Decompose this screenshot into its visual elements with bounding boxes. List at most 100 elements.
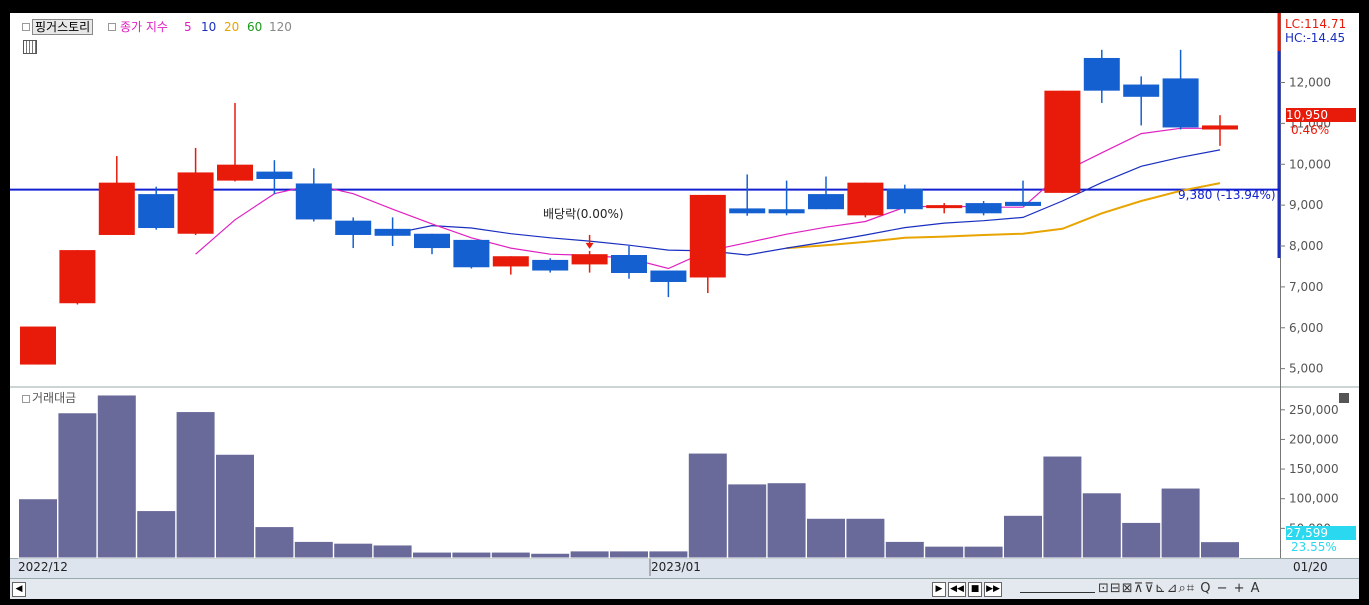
candle-body bbox=[808, 194, 844, 210]
candle-body bbox=[335, 220, 372, 235]
ma-prefix: 종가 지수 bbox=[120, 20, 168, 34]
legend-marker bbox=[22, 395, 30, 403]
volume-bar bbox=[845, 517, 886, 559]
volume-bar bbox=[766, 482, 807, 559]
volume-bar bbox=[175, 411, 216, 559]
volume-bar bbox=[333, 542, 374, 559]
volume-tick-label: 200,000 bbox=[1289, 432, 1339, 446]
volume-bar bbox=[96, 394, 137, 559]
volume-bar bbox=[806, 517, 846, 559]
rewind-button[interactable]: ◀◀ bbox=[948, 582, 966, 597]
candle-body bbox=[965, 203, 1002, 214]
candle-body bbox=[847, 182, 884, 216]
ma-legend-5: 5 bbox=[184, 20, 192, 34]
volume-bar bbox=[451, 551, 492, 559]
candle-body bbox=[650, 270, 687, 282]
candle-body bbox=[20, 326, 56, 365]
ma-legend-120: 120 bbox=[269, 20, 292, 34]
volume-bar bbox=[1160, 487, 1201, 559]
legend-marker bbox=[108, 23, 116, 31]
candle-body bbox=[374, 228, 411, 236]
candle-body bbox=[611, 255, 647, 273]
zoom-slider[interactable] bbox=[1020, 584, 1095, 593]
candle-body bbox=[571, 254, 608, 265]
volume-bar bbox=[1121, 521, 1162, 559]
candle-body bbox=[138, 194, 175, 229]
volume-bar bbox=[57, 412, 98, 559]
volume-bar bbox=[254, 526, 295, 559]
price-tick-label: 5,000 bbox=[1289, 362, 1323, 376]
candle-body bbox=[768, 209, 805, 214]
dividend-arrow-head bbox=[585, 242, 594, 249]
hline-label: 9,380 (-13.94%) bbox=[1178, 188, 1276, 202]
candle-body bbox=[217, 164, 253, 181]
play-button[interactable]: ▶ bbox=[932, 582, 946, 597]
candle-body bbox=[1044, 90, 1081, 193]
volume-tick-label: 100,000 bbox=[1289, 492, 1339, 506]
volume-bar bbox=[18, 498, 58, 559]
chart-frame: 5,000 6,000 7,000 8,000 9,000 10,000 11,000 12,… bbox=[10, 13, 1359, 599]
x-label-mid: 2023/01 bbox=[651, 560, 701, 574]
volume-bar bbox=[569, 550, 610, 559]
volume-bar bbox=[372, 544, 413, 559]
price-tick-label: 8,000 bbox=[1289, 239, 1323, 253]
volume-bar bbox=[530, 552, 571, 559]
volume-bar bbox=[687, 452, 728, 559]
chart-svg[interactable]: 5,0006,0007,0008,0009,00010,00011,00012,… bbox=[10, 13, 1359, 578]
volume-bar bbox=[924, 545, 965, 559]
candle-body bbox=[689, 194, 726, 278]
candle-body bbox=[1083, 57, 1120, 91]
price-tick-label: 9,000 bbox=[1289, 198, 1323, 212]
x-label-start: 2022/12 bbox=[18, 560, 68, 574]
lc-label: LC:114.71 bbox=[1285, 17, 1347, 31]
legend-marker bbox=[22, 23, 30, 31]
candle-body bbox=[729, 208, 766, 214]
candle-body bbox=[492, 256, 529, 267]
candle-body bbox=[256, 171, 293, 179]
current-volume-tag: 27,599 bbox=[1286, 526, 1356, 540]
price-tick-label: 10,000 bbox=[1289, 157, 1331, 171]
volume-tick-label: 150,000 bbox=[1289, 462, 1339, 476]
volume-bar bbox=[293, 540, 334, 559]
candle-body bbox=[886, 188, 923, 210]
candle-body bbox=[177, 172, 214, 234]
volume-bar bbox=[1081, 492, 1122, 559]
volume-bar bbox=[1200, 541, 1240, 559]
scroll-left-button[interactable]: ◀ bbox=[12, 582, 26, 597]
grid-icon[interactable] bbox=[23, 40, 37, 54]
chart-toolbar: ◀ ▶ ◀◀ ■ ▶▶ ⊡⊟⊠⊼⊽⊾⊿⌕⌗ Q − + A bbox=[10, 578, 1359, 599]
stop-button[interactable]: ■ bbox=[968, 582, 982, 597]
x-axis-band bbox=[10, 559, 1359, 578]
hc-label: HC:-14.45 bbox=[1285, 31, 1346, 45]
stock-name[interactable]: 핑거스토리 bbox=[32, 19, 94, 35]
maximize-icon[interactable] bbox=[1339, 393, 1349, 403]
current-change: 0.46% bbox=[1291, 123, 1330, 137]
volume-bar bbox=[136, 510, 177, 559]
candle-body bbox=[98, 182, 135, 235]
candle-body bbox=[1162, 78, 1199, 128]
dividend-label: 배당락(0.00%) bbox=[543, 207, 624, 221]
volume-bar bbox=[963, 545, 1004, 559]
forward-button[interactable]: ▶▶ bbox=[984, 582, 1002, 597]
candle-body bbox=[1005, 201, 1041, 206]
current-volume-pct: 23.55% bbox=[1291, 540, 1337, 554]
volume-bar bbox=[648, 550, 689, 559]
candle-body bbox=[532, 259, 569, 271]
volume-bar bbox=[884, 540, 925, 559]
candle-body bbox=[1202, 125, 1238, 130]
volume-bar bbox=[727, 483, 768, 559]
candle-body bbox=[295, 183, 332, 220]
price-tick-label: 6,000 bbox=[1289, 321, 1323, 335]
volume-title: 거래대금 bbox=[32, 391, 77, 405]
ma20-line bbox=[786, 182, 1221, 250]
candle-body bbox=[1123, 84, 1160, 97]
candle-body bbox=[926, 205, 963, 209]
volume-bar bbox=[1042, 455, 1083, 559]
candle-body bbox=[59, 250, 96, 304]
price-tick-label: 12,000 bbox=[1289, 75, 1331, 89]
ma10-line bbox=[392, 149, 1221, 256]
volume-bar bbox=[490, 551, 531, 559]
toolbar-tools-icon[interactable]: ⊡⊟⊠⊼⊽⊾⊿⌕⌗ Q − + A bbox=[1098, 581, 1261, 596]
volume-bar bbox=[215, 453, 255, 559]
volume-bar bbox=[1003, 514, 1043, 559]
